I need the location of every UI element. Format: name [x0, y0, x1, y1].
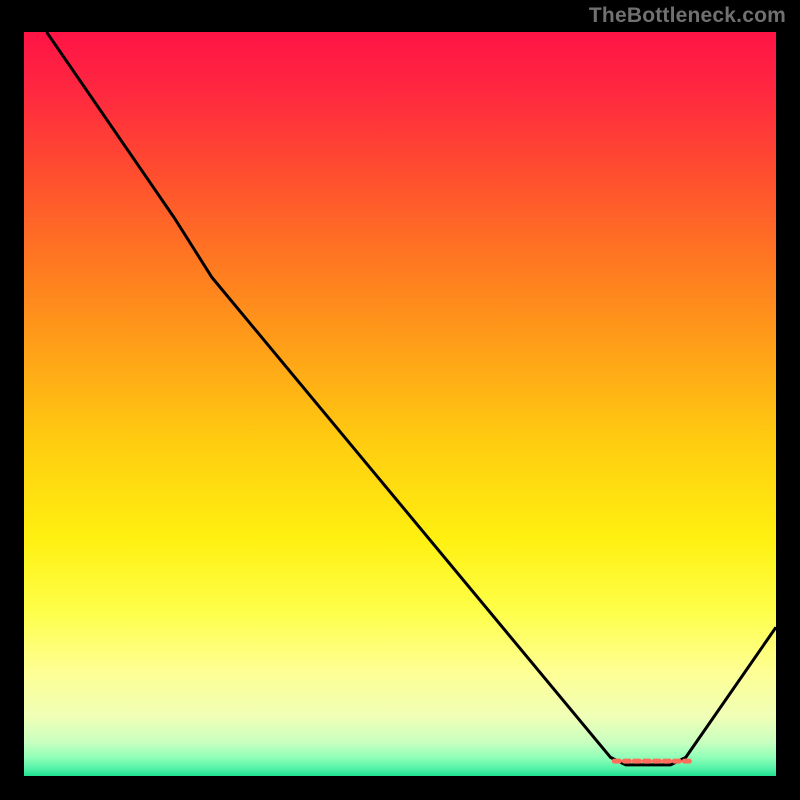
watermark-text: TheBottleneck.com: [589, 4, 786, 28]
bottleneck-chart: [24, 32, 776, 776]
chart-container: [24, 32, 776, 776]
chart-gradient-background: [24, 32, 776, 776]
